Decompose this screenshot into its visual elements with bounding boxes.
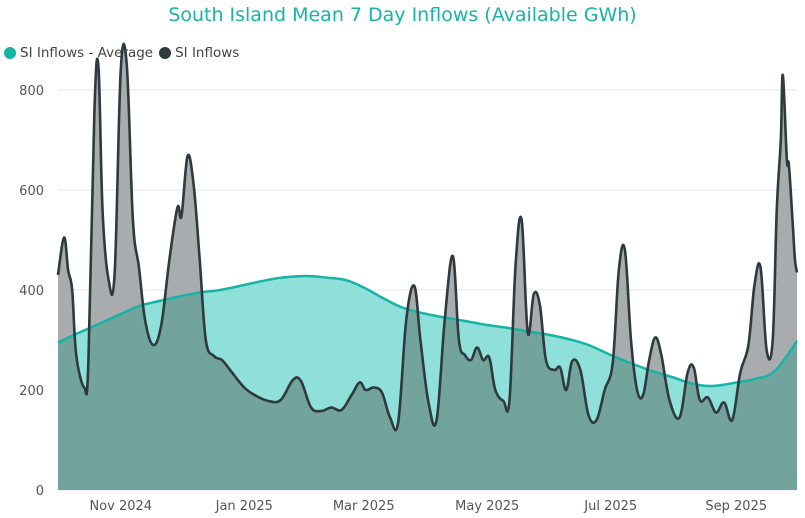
legend-marker-average: [4, 47, 16, 59]
overlap-area: [58, 276, 797, 490]
x-tick-label: Nov 2024: [89, 499, 152, 514]
y-tick-label: 800: [19, 84, 44, 99]
series-line-average: [57, 274, 799, 388]
legend-label-average: SI Inflows - Average: [20, 45, 154, 61]
y-tick-label: 0: [36, 484, 44, 499]
legend-item-average[interactable]: SI Inflows - Average: [4, 45, 153, 61]
chart-title: South Island Mean 7 Day Inflows (Availab…: [168, 4, 637, 26]
series-line-inflows: [56, 42, 799, 432]
x-tick-label: May 2025: [455, 499, 519, 514]
x-tick-label: Jan 2025: [215, 499, 273, 514]
x-tick-label: Sep 2025: [705, 499, 767, 514]
y-tick-label: 600: [19, 184, 44, 199]
legend-label-inflows: SI Inflows: [175, 45, 240, 61]
x-tick-label: Mar 2025: [333, 499, 395, 514]
y-tick-label: 200: [19, 384, 44, 399]
legend: SI Inflows - Average SI Inflows: [4, 45, 245, 61]
y-tick-label: 400: [19, 284, 44, 299]
legend-marker-inflows: [159, 47, 172, 59]
legend-item-inflows[interactable]: SI Inflows: [159, 45, 239, 61]
x-tick-label: Jul 2025: [583, 499, 637, 514]
